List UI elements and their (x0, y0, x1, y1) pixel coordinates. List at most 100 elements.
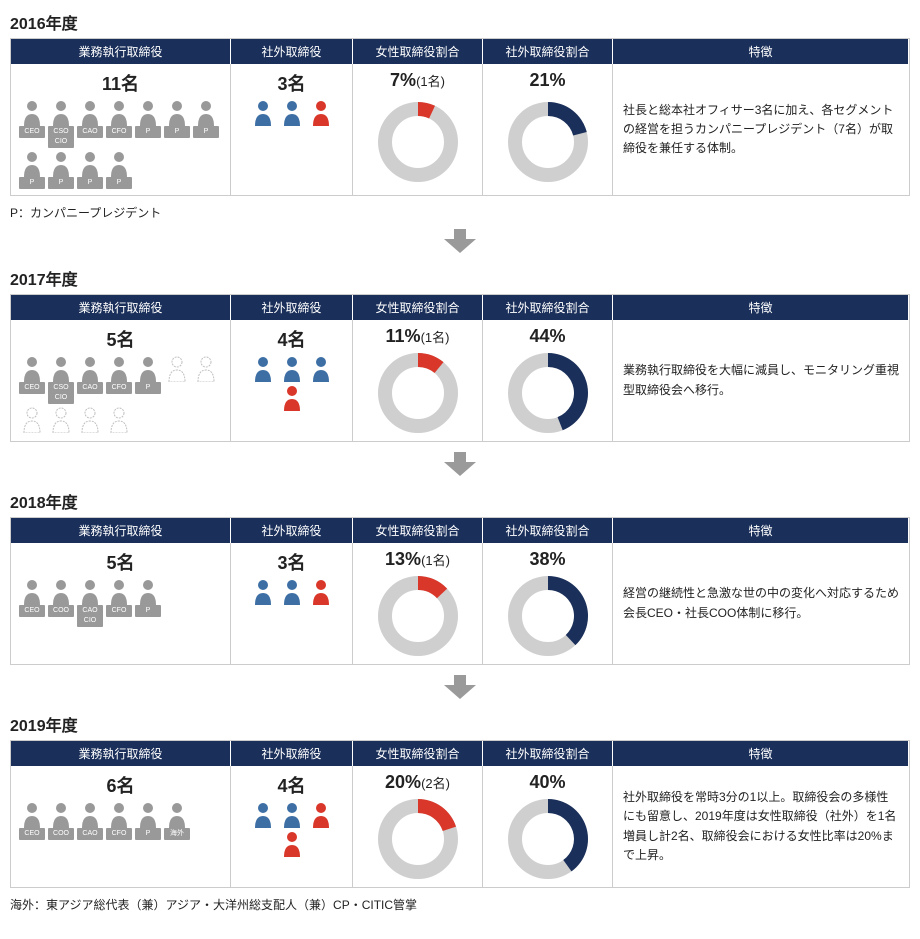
outside-pct-label: 44% (529, 326, 565, 347)
person-icon (279, 385, 305, 411)
person-label: CEO (19, 828, 45, 840)
outside-people (235, 579, 348, 605)
exec-people: CEOCOOCAOCFOP海外 (15, 802, 226, 840)
person-icon: P (193, 100, 219, 148)
person-label: CFO (106, 828, 132, 840)
person-icon: CFO (106, 802, 132, 840)
person-label: CAO (77, 382, 103, 394)
outside-count: 4名 (277, 772, 305, 798)
outside-donut (506, 95, 590, 189)
arrow-down-icon (10, 227, 910, 260)
feature-cell: 社外取締役を常時3分の1以上。取締役会の多様性にも留意し、2019年度は女性取締… (613, 766, 909, 887)
person-icon: CAO (77, 356, 103, 404)
outside-donut (506, 351, 590, 435)
arrow-down-icon (10, 450, 910, 483)
header-exec: 業務執行取締役 (11, 741, 231, 766)
year-title: 2017年度 (10, 266, 910, 290)
header-outside: 社外取締役 (231, 295, 353, 320)
year-block: 2016年度業務執行取締役社外取締役女性取締役割合社外取締役割合特徴11名CEO… (10, 10, 910, 196)
female-pct-label: 20%(2名) (385, 772, 450, 793)
year-grid: 業務執行取締役社外取締役女性取締役割合社外取締役割合特徴5名CEOCSO CIO… (10, 294, 910, 442)
person-icon (308, 579, 334, 605)
exec-people: CEOCSO CIOCAOCFOP (15, 356, 226, 435)
exec-people: CEOCOOCAO CIOCFOP (15, 579, 226, 627)
outside-ratio-cell: 21% (483, 64, 613, 195)
female-donut (376, 351, 460, 435)
person-icon: COO (48, 579, 74, 627)
person-icon (279, 831, 305, 857)
year-title: 2019年度 (10, 712, 910, 736)
person-icon: P (77, 151, 103, 189)
person-icon: CEO (19, 100, 45, 148)
person-icon (106, 407, 132, 435)
header-female: 女性取締役割合 (353, 741, 483, 766)
person-icon: CSO CIO (48, 100, 74, 148)
exec-count: 6名 (106, 772, 134, 798)
header-exec: 業務執行取締役 (11, 295, 231, 320)
person-icon (250, 579, 276, 605)
person-label: P (135, 605, 161, 617)
header-feature: 特徴 (613, 518, 909, 543)
person-label: P (77, 177, 103, 189)
person-icon: P (135, 100, 161, 148)
person-label: CAO CIO (77, 605, 103, 627)
header-outside-ratio: 社外取締役割合 (483, 295, 613, 320)
outside-count: 3名 (277, 70, 305, 96)
outside-donut (506, 574, 590, 658)
person-label: 海外 (164, 828, 190, 840)
feature-cell: 社長と総本社オフィサー3名に加え、各セグメントの経営を担うカンパニープレジデント… (613, 64, 909, 195)
person-icon (19, 407, 45, 435)
person-icon (308, 100, 334, 126)
exec-cell: 5名 CEOCSO CIOCAOCFOP (11, 320, 231, 441)
female-cell: 7%(1名) (353, 64, 483, 195)
header-outside-ratio: 社外取締役割合 (483, 518, 613, 543)
person-icon: P (135, 802, 161, 840)
person-label: P (106, 177, 132, 189)
year-block: 2018年度業務執行取締役社外取締役女性取締役割合社外取締役割合特徴5名CEOC… (10, 489, 910, 665)
year-grid: 業務執行取締役社外取締役女性取締役割合社外取締役割合特徴6名CEOCOOCAOC… (10, 740, 910, 888)
person-icon: P (135, 579, 161, 627)
person-icon: COO (48, 802, 74, 840)
person-label: CFO (106, 382, 132, 394)
year-block: 2019年度業務執行取締役社外取締役女性取締役割合社外取締役割合特徴6名CEOC… (10, 712, 910, 888)
person-icon: CEO (19, 356, 45, 404)
outside-people (235, 356, 348, 411)
outside-pct-label: 40% (529, 772, 565, 793)
person-icon: 海外 (164, 802, 190, 840)
outside-cell: 4名 (231, 766, 353, 887)
person-icon: P (164, 100, 190, 148)
year-grid: 業務執行取締役社外取締役女性取締役割合社外取締役割合特徴11名CEOCSO CI… (10, 38, 910, 196)
person-label: P (135, 382, 161, 394)
person-icon (308, 356, 334, 382)
header-female: 女性取締役割合 (353, 295, 483, 320)
person-icon (279, 802, 305, 828)
person-label: CAO (77, 126, 103, 138)
person-label: CSO CIO (48, 126, 74, 148)
person-icon: P (19, 151, 45, 189)
female-pct-label: 13%(1名) (385, 549, 450, 570)
person-label: CFO (106, 126, 132, 138)
header-outside-ratio: 社外取締役割合 (483, 741, 613, 766)
person-icon (48, 407, 74, 435)
header-exec: 業務執行取締役 (11, 39, 231, 64)
female-donut (376, 95, 460, 189)
feature-cell: 業務執行取締役を大幅に減員し、モニタリング重視型取締役会へ移行。 (613, 320, 909, 441)
exec-cell: 5名CEOCOOCAO CIOCFOP (11, 543, 231, 664)
person-icon: CAO (77, 100, 103, 148)
person-icon: CFO (106, 356, 132, 404)
person-label: COO (48, 828, 74, 840)
person-icon (279, 579, 305, 605)
year-block: 2017年度業務執行取締役社外取締役女性取締役割合社外取締役割合特徴5名CEOC… (10, 266, 910, 442)
person-icon (250, 802, 276, 828)
outside-cell: 4名 (231, 320, 353, 441)
exec-cell: 6名 CEOCOOCAOCFOP海外 (11, 766, 231, 887)
header-outside-ratio: 社外取締役割合 (483, 39, 613, 64)
outside-ratio-cell: 38% (483, 543, 613, 664)
person-label: CAO (77, 828, 103, 840)
outside-ratio-cell: 40% (483, 766, 613, 887)
exec-count: 5名 (106, 326, 134, 352)
person-label: P (164, 126, 190, 138)
person-icon (279, 100, 305, 126)
person-icon (279, 356, 305, 382)
outside-ratio-cell: 44% (483, 320, 613, 441)
